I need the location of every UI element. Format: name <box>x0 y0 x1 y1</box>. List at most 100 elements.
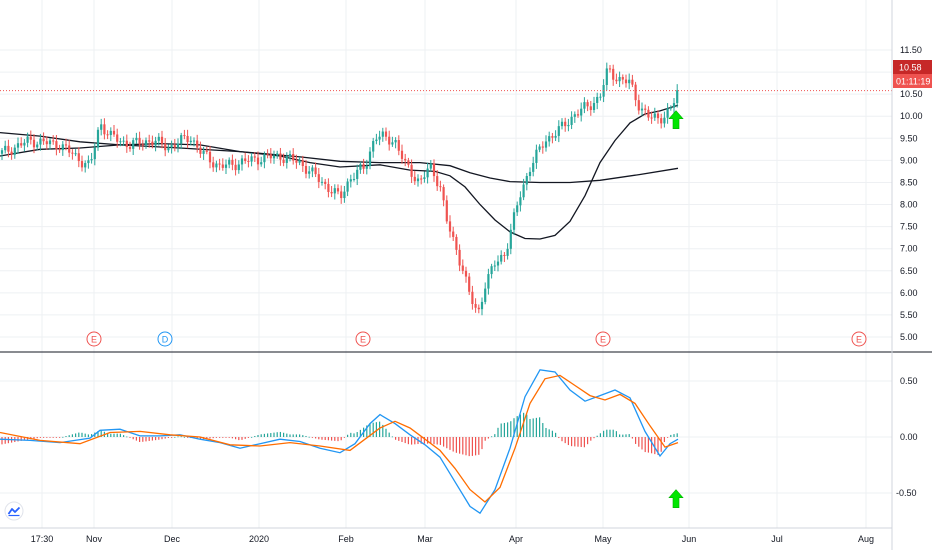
candle-body <box>144 140 148 146</box>
candle-body <box>506 248 509 256</box>
candle-body <box>93 147 96 160</box>
candle-body <box>634 84 637 101</box>
candle-body <box>189 140 192 143</box>
candle-body <box>64 144 68 146</box>
candle-body <box>429 163 432 169</box>
histogram-bar <box>81 432 83 437</box>
candle-body <box>407 160 410 165</box>
candle-body <box>84 163 87 168</box>
histogram-bar <box>161 437 163 440</box>
histogram-bar <box>535 417 537 437</box>
candle-body <box>148 140 151 142</box>
last-price-tag: 10.58 01:11:19 <box>893 60 932 88</box>
candle-body <box>640 108 644 111</box>
histogram-bar <box>407 437 409 445</box>
time-tick-label: Nov <box>86 534 103 544</box>
histogram-bar <box>228 437 230 438</box>
candle-body <box>288 154 292 157</box>
candle-body <box>87 160 90 164</box>
histogram-bar <box>251 436 253 438</box>
candle-body <box>509 229 512 249</box>
earnings-marker[interactable]: E <box>86 331 102 347</box>
candle-body <box>327 183 330 192</box>
time-axis[interactable]: 17:30 Nov Dec 2020 Feb Mar Apr May Jun Jul Aug <box>31 534 874 544</box>
candle-body <box>503 254 506 256</box>
histogram-bar <box>71 434 73 437</box>
macd-line <box>0 369 679 515</box>
histogram-bar <box>513 418 515 437</box>
tradingview-logo-icon[interactable] <box>4 501 24 521</box>
histogram-bar <box>555 432 557 437</box>
histogram-bar <box>260 434 262 437</box>
histogram-bar <box>129 437 131 438</box>
histogram-bar <box>343 437 345 438</box>
candle-body <box>439 186 442 188</box>
histogram-bar <box>91 434 93 437</box>
candle-body <box>253 156 256 158</box>
candle-body <box>528 171 532 176</box>
earnings-marker[interactable]: E <box>355 331 371 347</box>
histogram-bar <box>142 437 144 442</box>
candle-body <box>112 130 116 135</box>
histogram-bar <box>459 437 461 454</box>
histogram-bar <box>347 434 349 437</box>
candle-body <box>672 103 676 108</box>
histogram-bar <box>36 437 38 439</box>
histogram-bar <box>356 432 358 437</box>
marker-circle <box>355 331 371 347</box>
candle-body <box>458 249 461 266</box>
dividend-marker[interactable]: D <box>157 331 173 347</box>
candle-body <box>416 178 420 182</box>
candle-body <box>512 212 516 230</box>
histogram-bar <box>622 434 624 437</box>
histogram-bar <box>212 437 214 439</box>
histogram-bar <box>39 437 41 438</box>
candle-body <box>535 149 538 163</box>
candle-body <box>461 265 464 271</box>
histogram-bar <box>519 414 521 437</box>
histogram-bar <box>55 437 57 438</box>
histogram-bar <box>174 436 176 438</box>
candle-body <box>372 141 375 152</box>
candle-body <box>221 164 224 168</box>
macd-axis[interactable]: 0.50 0.00 -0.50 <box>896 376 918 498</box>
candle-body <box>192 140 196 142</box>
histogram-bar <box>276 432 278 437</box>
time-tick-label: Aug <box>858 534 874 544</box>
price-tick-label: 8.50 <box>900 177 918 187</box>
candle-body <box>231 159 234 165</box>
histogram-bar <box>369 423 371 437</box>
last-price-label: 10.58 <box>899 63 922 73</box>
candle-body <box>7 145 10 152</box>
price-axis[interactable]: 11.5011.0010.5010.009.509.008.508.007.50… <box>900 45 923 342</box>
earnings-marker[interactable]: E <box>595 331 611 347</box>
earnings-marker[interactable]: E <box>851 331 867 347</box>
candle-body <box>500 254 503 262</box>
histogram-bar <box>46 437 48 438</box>
histogram-bar <box>398 437 400 441</box>
histogram-bar <box>311 437 313 438</box>
candle-body <box>260 162 263 165</box>
marker-circle <box>157 331 173 347</box>
price-tick-label: 10.00 <box>900 111 923 121</box>
histogram-bar <box>135 437 137 441</box>
candle-body <box>346 181 349 192</box>
candle-body <box>138 137 141 145</box>
histogram-bar <box>395 437 397 440</box>
time-tick-label: Jul <box>771 534 783 544</box>
histogram-bar <box>283 432 285 437</box>
candle-body <box>320 181 324 183</box>
histogram-bar <box>238 437 240 441</box>
candle-body <box>356 169 359 179</box>
histogram-bar <box>132 437 134 440</box>
histogram-bar <box>545 427 547 437</box>
histogram-bar <box>206 437 208 439</box>
histogram-bar <box>638 437 640 447</box>
histogram-bar <box>292 434 294 437</box>
candle-body <box>256 157 260 165</box>
histogram-bar <box>644 437 646 453</box>
marker-circle <box>86 331 102 347</box>
candle-body <box>16 143 20 148</box>
